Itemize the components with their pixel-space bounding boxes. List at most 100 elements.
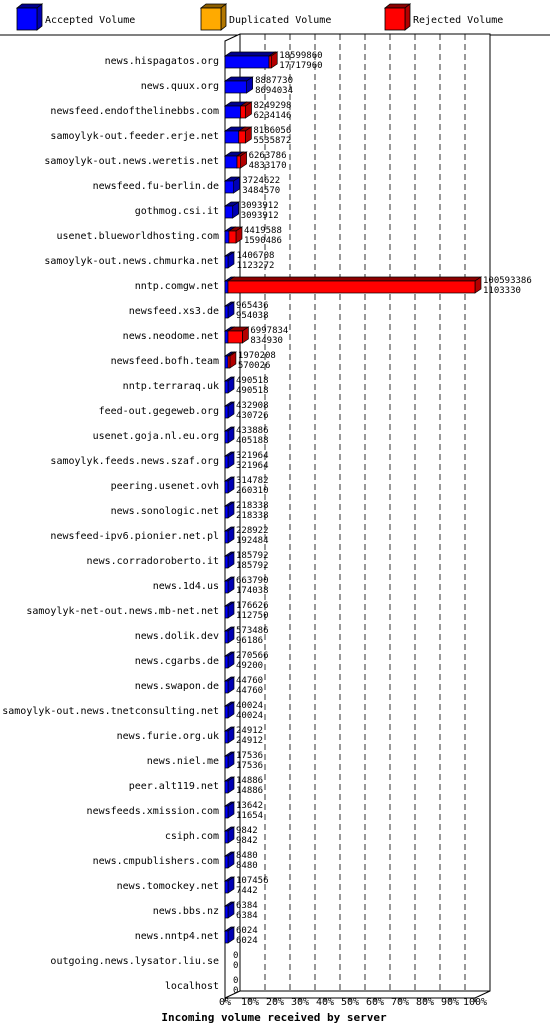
total-volume-label: 6024 xyxy=(236,926,258,936)
x-axis: 0% 10% 20% 30% 40% 50% 60% 70% 80% 90% 100% xyxy=(219,997,487,1008)
total-volume-label: 185792 xyxy=(236,551,269,561)
server-label: outgoing.news.lysator.liu.se xyxy=(50,956,219,967)
bar-accepted xyxy=(223,551,236,569)
total-volume-label: 6997834 xyxy=(250,326,288,336)
bar-accepted xyxy=(223,476,236,494)
accepted-volume-label: 4833170 xyxy=(249,161,287,171)
legend-swatch xyxy=(384,7,406,31)
total-volume-label: 8186056 xyxy=(253,126,291,136)
bar-accepted xyxy=(223,251,236,269)
legend-swatch-side xyxy=(404,3,411,31)
accepted-volume-label: 8694034 xyxy=(255,86,293,96)
server-label: localhost xyxy=(165,981,219,992)
bar-accepted xyxy=(223,601,236,619)
accepted-volume-label: 0 xyxy=(233,961,238,971)
total-volume-label: 6384 xyxy=(236,901,258,911)
bar-rejected xyxy=(237,126,253,144)
accepted-volume-label: 1123272 xyxy=(236,261,274,271)
bar-accepted xyxy=(223,501,236,519)
total-volume-label: 314782 xyxy=(236,476,269,486)
server-label: news.nntp4.net xyxy=(135,931,219,942)
server-label: peer.alt119.net xyxy=(129,781,219,792)
bar-accepted xyxy=(223,801,236,819)
server-label: newsfeed.endofthelinebbs.com xyxy=(50,106,219,117)
total-volume-label: 965436 xyxy=(236,301,269,311)
accepted-volume-label: 192484 xyxy=(236,536,269,546)
bar-accepted xyxy=(223,401,236,419)
accepted-volume-label: 954038 xyxy=(236,311,269,321)
accepted-volume-label: 17717960 xyxy=(279,61,322,71)
server-label: feed-out.gegeweb.org xyxy=(99,406,219,417)
accepted-volume-label: 834930 xyxy=(250,336,283,346)
x-tick-label: 10% xyxy=(241,997,259,1008)
bar-accepted xyxy=(223,826,236,844)
server-label: news.niel.me xyxy=(147,756,219,767)
accepted-volume-label: 44760 xyxy=(236,686,263,696)
server-label: news.neodome.net xyxy=(123,331,219,342)
accepted-volume-label: 112750 xyxy=(236,611,269,621)
accepted-volume-label: 3093912 xyxy=(241,211,279,221)
legend-label: Accepted Volume xyxy=(45,15,135,26)
server-label: newsfeed.bofh.team xyxy=(111,356,219,367)
server-label: samoylyk-out.news.weretis.net xyxy=(44,156,219,167)
bar-accepted xyxy=(223,51,277,69)
server-label: samoylyk-out.news.chmurka.net xyxy=(44,256,219,267)
bar-accepted xyxy=(223,376,236,394)
accepted-volume-label: 96186 xyxy=(236,636,263,646)
x-tick-label: 40% xyxy=(316,997,334,1008)
server-label: newsfeeds.xmission.com xyxy=(87,806,219,817)
server-label: samoylyk-out.feeder.erje.net xyxy=(50,131,219,142)
x-tick-label: 80% xyxy=(416,997,434,1008)
accepted-volume-label: 3484570 xyxy=(242,186,280,196)
server-label: usenet.blueworldhosting.com xyxy=(56,231,219,242)
accepted-volume-label: 570026 xyxy=(238,361,271,371)
total-volume-label: 321964 xyxy=(236,451,269,461)
server-label: news.cgarbs.de xyxy=(135,656,219,667)
server-label: news.1d4.us xyxy=(153,581,219,592)
bar-accepted xyxy=(223,426,236,444)
legend-swatch-side xyxy=(220,3,227,31)
total-volume-label: 663790 xyxy=(236,576,269,586)
bar-accepted xyxy=(223,76,254,94)
legend-swatch xyxy=(200,7,222,31)
server-label: newsfeed.fu-berlin.de xyxy=(93,181,219,192)
total-volume-label: 8887730 xyxy=(255,76,293,86)
total-volume-label: 176626 xyxy=(236,601,269,611)
x-tick-label: 70% xyxy=(391,997,409,1008)
total-volume-label: 3724622 xyxy=(242,176,280,186)
total-volume-label: 8249298 xyxy=(254,101,292,111)
total-volume-label: 270566 xyxy=(236,651,269,661)
bar-rejected xyxy=(226,326,250,344)
bar-rejected xyxy=(267,51,279,69)
bars xyxy=(223,51,483,944)
bar-accepted xyxy=(223,301,236,319)
x-tick-label: 0% xyxy=(219,997,231,1008)
bar-accepted xyxy=(223,201,240,219)
accepted-volume-label: 5535872 xyxy=(253,136,291,146)
total-volume-label: 24912 xyxy=(236,726,263,736)
total-volume-label: 40024 xyxy=(236,701,263,711)
accepted-volume-label: 185792 xyxy=(236,561,269,571)
server-label: news.swapon.de xyxy=(135,681,219,692)
accepted-volume-label: 6234146 xyxy=(254,111,292,121)
total-volume-label: 3093912 xyxy=(241,201,279,211)
server-label: usenet.goja.nl.eu.org xyxy=(93,431,219,442)
x-tick-label: 90% xyxy=(441,997,459,1008)
bar-accepted xyxy=(223,876,236,894)
bar-rejected xyxy=(235,151,248,169)
accepted-volume-label: 9842 xyxy=(236,836,258,846)
bar-accepted xyxy=(223,701,236,719)
accepted-volume-label: 405188 xyxy=(236,436,269,446)
bar-rejected xyxy=(226,351,238,369)
x-tick-label: 50% xyxy=(341,997,359,1008)
total-volume-label: 17536 xyxy=(236,751,263,761)
total-volume-label: 44760 xyxy=(236,676,263,686)
accepted-volume-label: 14886 xyxy=(236,786,263,796)
server-label: gothmog.csi.it xyxy=(135,206,219,217)
server-label: samoylyk-net-out.news.mb-net.net xyxy=(26,606,219,617)
total-volume-label: 0 xyxy=(233,976,238,986)
total-volume-label: 18599860 xyxy=(279,51,322,61)
server-label: news.sonologic.net xyxy=(111,506,219,517)
legend-label: Duplicated Volume xyxy=(229,15,331,26)
